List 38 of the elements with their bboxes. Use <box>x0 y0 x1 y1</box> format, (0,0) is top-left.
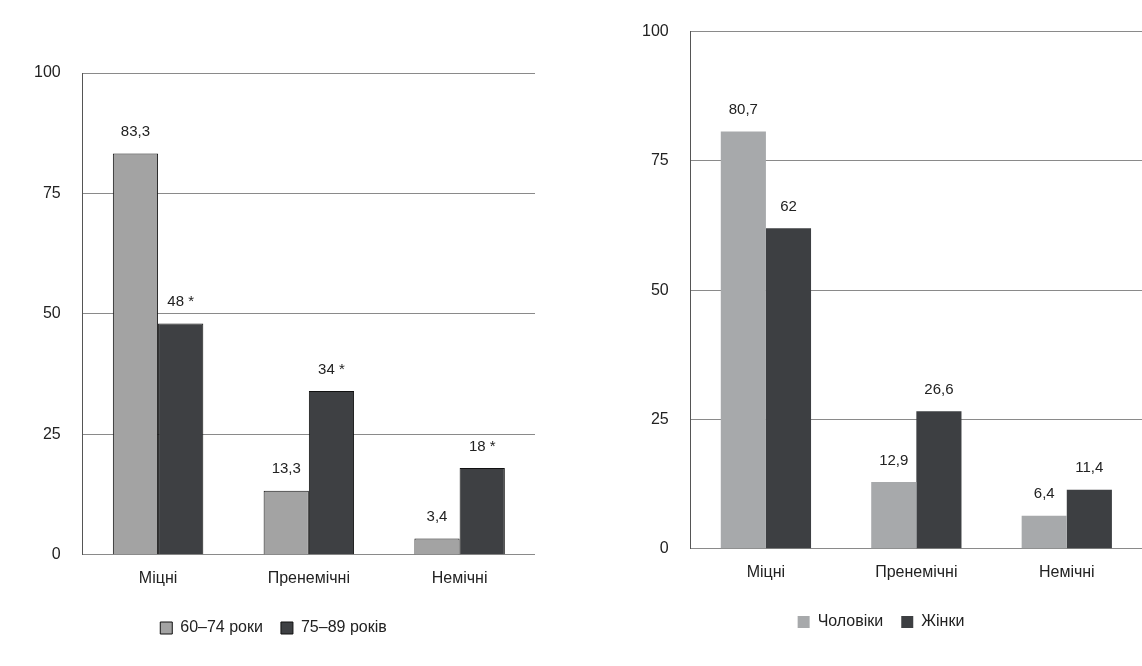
y-tick-label: 25 <box>42 424 61 442</box>
x-tick-label: Немічні <box>1038 562 1095 580</box>
data-label: 34 * <box>318 359 345 377</box>
legend-label: 60–74 роки <box>180 618 263 636</box>
x-tick-label: Немічні <box>431 568 488 586</box>
bar <box>765 228 812 549</box>
y-tick-label: 0 <box>51 545 61 563</box>
x-tick-label: Пренемічні <box>875 562 958 580</box>
bar <box>1021 515 1067 549</box>
bar <box>916 411 962 549</box>
data-label: 80,7 <box>728 100 758 118</box>
y-tick-label: 100 <box>33 63 61 81</box>
data-label: 83,3 <box>120 122 151 140</box>
y-tick-label: 25 <box>650 409 669 427</box>
bar <box>1066 489 1112 549</box>
data-label: 62 <box>780 196 797 214</box>
y-tick-label: 75 <box>42 183 61 201</box>
data-label: 3,4 <box>426 507 448 525</box>
bar <box>871 482 917 549</box>
data-label: 12,9 <box>879 450 909 468</box>
y-tick-label: 75 <box>650 151 669 169</box>
y-tick-label: 0 <box>659 539 669 557</box>
x-tick-label: Міцні <box>746 562 786 580</box>
x-tick-label: Міцні <box>138 568 178 586</box>
y-tick-label: 50 <box>650 280 669 298</box>
legend-label: Чоловіки <box>817 612 884 630</box>
data-label: 18 * <box>468 436 496 454</box>
y-tick-label: 100 <box>641 22 669 40</box>
data-label: 26,6 <box>924 379 954 397</box>
legend-label: 75–89 років <box>300 618 387 636</box>
y-tick-label: 50 <box>42 304 61 322</box>
data-label: 6,4 <box>1033 484 1055 502</box>
x-tick-label: Пренемічні <box>267 568 350 586</box>
bar <box>720 131 766 549</box>
data-label: 13,3 <box>271 459 301 477</box>
data-label: 48 * <box>167 292 195 310</box>
data-label: 11,4 <box>1075 458 1104 476</box>
legend-label: Жінки <box>921 612 965 630</box>
